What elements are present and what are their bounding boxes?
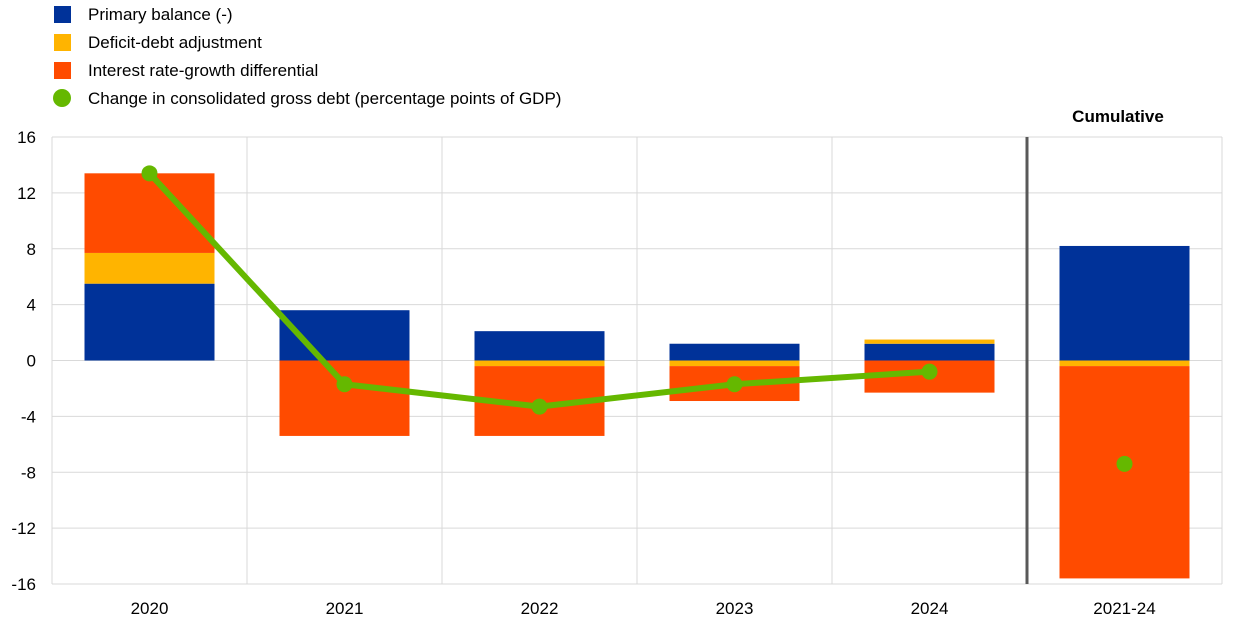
y-tick-label: 16: [17, 128, 36, 147]
y-tick-label: -16: [11, 575, 36, 594]
bar-segment: [1059, 366, 1190, 579]
y-tick-label: -12: [11, 519, 36, 538]
legend-swatch: [54, 62, 71, 79]
legend: Primary balance (-) Deficit-debt adjustme…: [53, 5, 561, 108]
bar-segment: [864, 343, 995, 361]
bar-segment: [84, 283, 215, 361]
bar-segment: [474, 331, 605, 361]
x-tick-label: 2021-24: [1093, 599, 1155, 618]
bar-segment: [84, 173, 215, 253]
legend-label: Change in consolidated gross debt (perce…: [88, 89, 561, 108]
bar-segment: [1059, 245, 1190, 361]
legend-swatch: [54, 6, 71, 23]
bar-segment: [474, 360, 605, 367]
x-tick-label: 2024: [911, 599, 949, 618]
y-tick-label: 0: [27, 352, 36, 371]
debt-change-point: [921, 363, 938, 380]
bar-segment: [1059, 360, 1190, 367]
grid: [51, 136, 1223, 585]
bar-segment: [864, 339, 995, 344]
y-tick-label: 4: [27, 296, 36, 315]
legend-label: Interest rate-growth differential: [88, 61, 318, 80]
debt-change-point: [141, 165, 158, 182]
cumulative-annotation: Cumulative: [1072, 107, 1164, 126]
y-tick-label: 8: [27, 240, 36, 259]
bar-segment: [669, 343, 800, 361]
x-tick-label: 2022: [521, 599, 559, 618]
legend-swatch: [54, 34, 71, 51]
debt-change-point: [336, 376, 353, 393]
bar-segment: [84, 252, 215, 284]
y-tick-label: 12: [17, 184, 36, 203]
legend-marker: [53, 89, 71, 107]
y-tick-label: -8: [21, 463, 36, 482]
debt-change-point: [531, 398, 548, 415]
legend-label: Deficit-debt adjustment: [88, 33, 262, 52]
bar-segment: [279, 360, 410, 436]
debt-change-point: [726, 376, 743, 393]
x-tick-label: 2021: [326, 599, 364, 618]
x-tick-label: 2020: [131, 599, 169, 618]
axes: 16 12 8 4 0 -4 -8 -12 -16 2020 2021 2022 2023 2024 202…: [11, 128, 1155, 618]
x-tick-label: 2023: [716, 599, 754, 618]
y-tick-label: -4: [21, 407, 36, 426]
debt-change-point: [1116, 455, 1133, 472]
legend-label: Primary balance (-): [88, 5, 233, 24]
debt-line: [141, 165, 1133, 472]
bar-segment: [669, 360, 800, 367]
